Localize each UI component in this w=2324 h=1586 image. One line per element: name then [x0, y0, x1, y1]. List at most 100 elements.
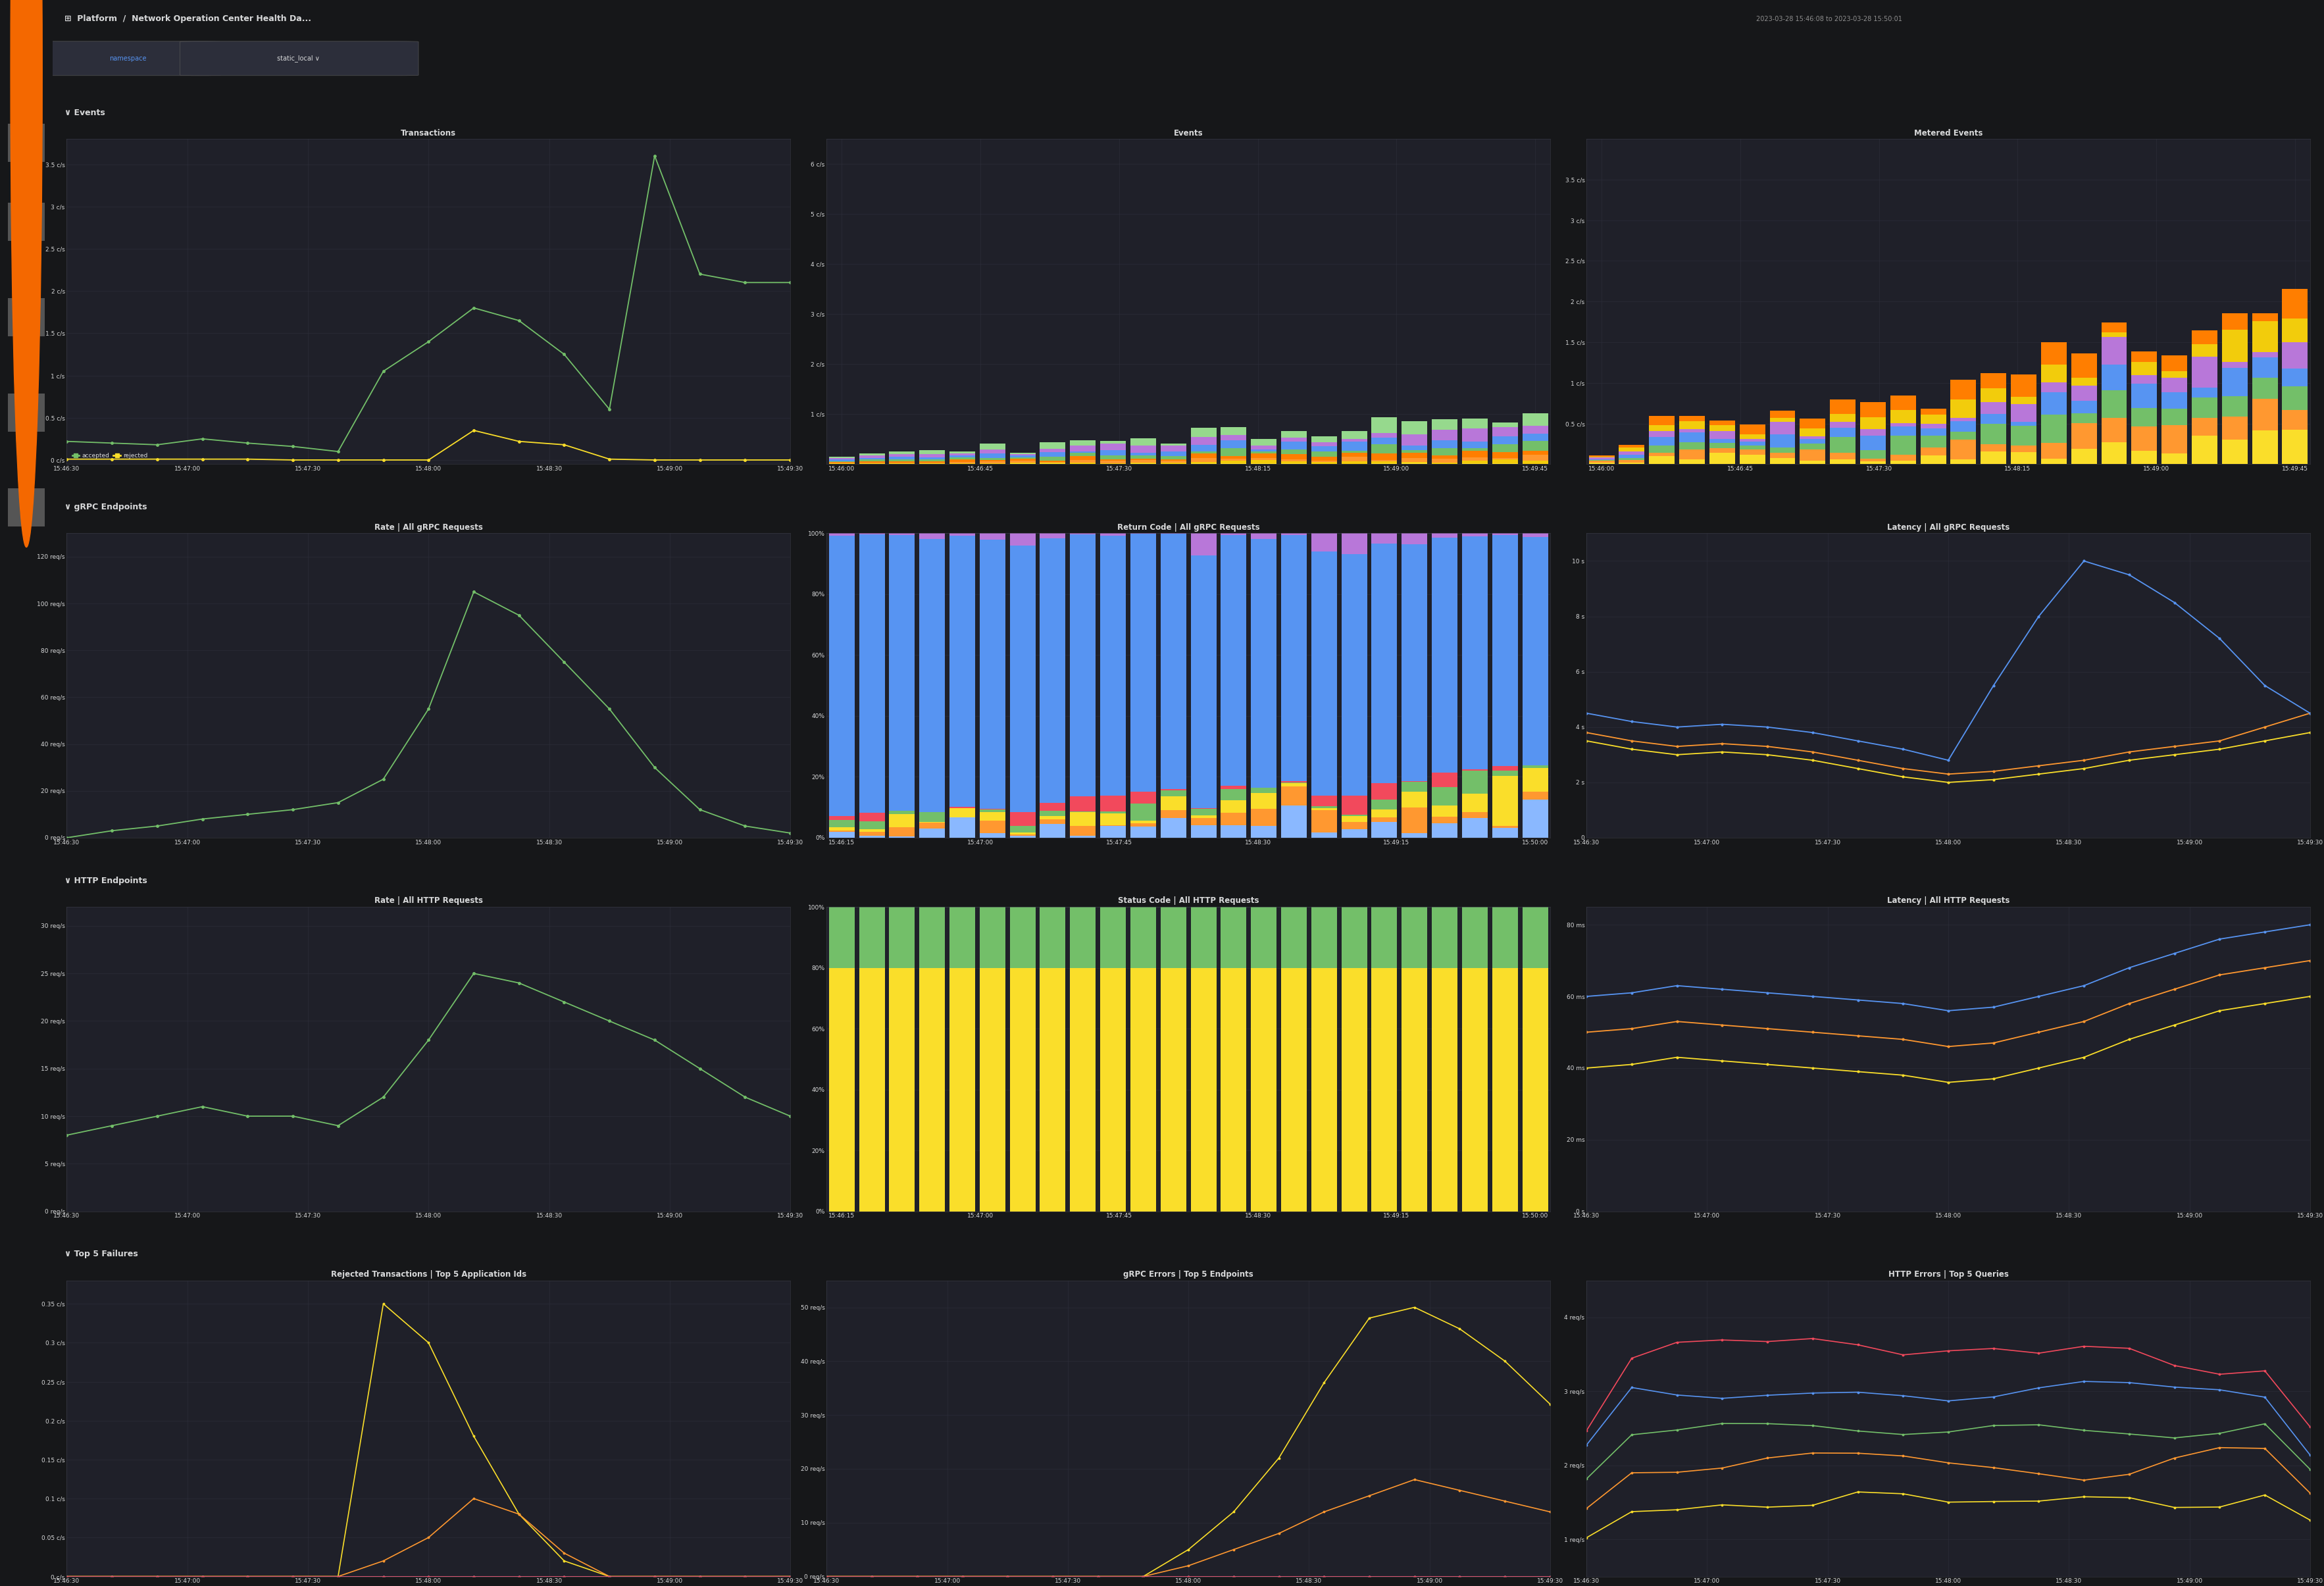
- Bar: [1889, 455, 1915, 460]
- Bar: [981, 809, 1006, 812]
- Bar: [890, 458, 916, 462]
- Bar: [981, 533, 1006, 539]
- Bar: [1522, 414, 1548, 425]
- Bar: [2071, 423, 2096, 449]
- Bar: [860, 812, 885, 822]
- Bar: [1432, 967, 1457, 1212]
- Bar: [1311, 436, 1336, 442]
- Bar: [1371, 967, 1397, 1212]
- Bar: [2131, 427, 2157, 450]
- Bar: [1522, 536, 1548, 764]
- Bar: [920, 454, 946, 458]
- Bar: [1492, 771, 1518, 776]
- FancyBboxPatch shape: [35, 41, 221, 76]
- Bar: [1432, 449, 1457, 455]
- Text: namespace: namespace: [109, 56, 146, 62]
- Bar: [1069, 441, 1095, 446]
- Bar: [1432, 430, 1457, 441]
- Title: Transactions: Transactions: [400, 128, 456, 138]
- Bar: [1129, 826, 1155, 837]
- Bar: [1710, 442, 1736, 449]
- Bar: [1462, 460, 1487, 463]
- Bar: [1281, 454, 1306, 460]
- Bar: [1741, 455, 1766, 465]
- Bar: [1371, 783, 1397, 799]
- Bar: [1039, 442, 1067, 449]
- Bar: [1950, 422, 1975, 431]
- Bar: [1281, 783, 1306, 787]
- Bar: [2192, 387, 2217, 396]
- Bar: [1620, 446, 1645, 447]
- Bar: [1341, 533, 1367, 554]
- Bar: [1190, 454, 1215, 458]
- Bar: [2282, 368, 2308, 387]
- Legend: accepted, rejected: accepted, rejected: [70, 450, 149, 462]
- Bar: [1099, 460, 1125, 462]
- Bar: [2040, 416, 2066, 442]
- Title: Rate | All HTTP Requests: Rate | All HTTP Requests: [374, 896, 483, 906]
- Bar: [1829, 400, 1855, 414]
- Bar: [1401, 452, 1427, 458]
- Bar: [1160, 442, 1185, 446]
- Bar: [1311, 452, 1336, 457]
- Bar: [920, 812, 946, 822]
- Bar: [1401, 782, 1427, 791]
- Bar: [1829, 414, 1855, 422]
- Bar: [830, 820, 855, 826]
- Bar: [951, 533, 976, 536]
- Title: Latency | All HTTP Requests: Latency | All HTTP Requests: [1887, 896, 2010, 906]
- Bar: [1311, 907, 1336, 967]
- Bar: [1401, 450, 1427, 452]
- Bar: [1522, 450, 1548, 455]
- Bar: [1190, 452, 1215, 454]
- Bar: [2222, 368, 2247, 396]
- Title: Status Code | All HTTP Requests: Status Code | All HTTP Requests: [1118, 896, 1260, 906]
- Bar: [1462, 419, 1487, 428]
- Bar: [1401, 833, 1427, 837]
- Bar: [1401, 446, 1427, 450]
- Bar: [1371, 533, 1397, 544]
- Bar: [890, 454, 916, 457]
- Bar: [1129, 446, 1155, 452]
- Bar: [1281, 534, 1306, 782]
- Bar: [1250, 458, 1276, 460]
- Bar: [1190, 446, 1215, 452]
- Bar: [1099, 455, 1125, 460]
- Bar: [1250, 793, 1276, 809]
- Bar: [1650, 454, 1676, 457]
- Bar: [7, 124, 44, 162]
- Bar: [830, 460, 855, 462]
- Bar: [1190, 809, 1215, 815]
- Bar: [1069, 796, 1095, 812]
- Bar: [1620, 460, 1645, 463]
- Bar: [1492, 907, 1518, 967]
- Bar: [2010, 452, 2036, 465]
- Bar: [1281, 787, 1306, 806]
- Bar: [890, 826, 916, 836]
- Bar: [1650, 446, 1676, 454]
- Bar: [1011, 546, 1037, 812]
- Bar: [2252, 398, 2278, 431]
- Bar: [1281, 907, 1306, 967]
- Bar: [1039, 803, 1067, 810]
- Legend: 50 percentile, 90 percentile, 99 percentile: 50 percentile, 90 percentile, 99 percent…: [1590, 940, 1750, 950]
- Bar: [1492, 776, 1518, 826]
- Bar: [830, 536, 855, 815]
- Bar: [1250, 967, 1276, 1212]
- Bar: [2071, 377, 2096, 385]
- Bar: [1769, 422, 1794, 435]
- Bar: [1341, 462, 1367, 463]
- Bar: [1492, 422, 1518, 427]
- Bar: [1680, 428, 1706, 433]
- Bar: [1039, 449, 1067, 452]
- Bar: [1039, 820, 1067, 823]
- Bar: [1039, 815, 1067, 820]
- Bar: [1371, 822, 1397, 837]
- Bar: [1432, 817, 1457, 823]
- Bar: [1769, 458, 1794, 465]
- Text: ⊞  Platform  /  Network Operation Center Health Da...: ⊞ Platform / Network Operation Center He…: [65, 14, 311, 24]
- Bar: [1250, 446, 1276, 449]
- Bar: [1889, 436, 1915, 455]
- Bar: [1099, 814, 1125, 825]
- Bar: [1650, 425, 1676, 431]
